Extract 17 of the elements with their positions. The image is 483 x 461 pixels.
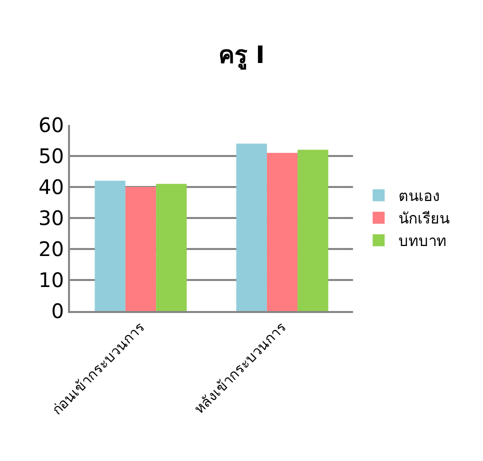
bar bbox=[94, 180, 126, 311]
bar bbox=[298, 150, 328, 311]
bar bbox=[125, 187, 156, 311]
y-tick-label: 50 bbox=[38, 144, 64, 168]
legend-label: นักเรียน bbox=[398, 210, 450, 228]
bar bbox=[266, 152, 298, 311]
y-tick-label: 10 bbox=[38, 268, 64, 292]
y-tick-label: 30 bbox=[38, 206, 64, 230]
y-tick-label: 20 bbox=[38, 237, 64, 261]
y-tick-label: 0 bbox=[51, 299, 64, 323]
y-tick-label: 60 bbox=[38, 113, 64, 137]
y-tick-label: 40 bbox=[38, 175, 64, 199]
legend-label: บทบาท bbox=[398, 232, 447, 250]
chart-title: ครู I bbox=[218, 40, 265, 70]
bar bbox=[156, 184, 187, 311]
bar bbox=[236, 144, 267, 311]
legend-label: ตนเอง bbox=[398, 187, 440, 206]
